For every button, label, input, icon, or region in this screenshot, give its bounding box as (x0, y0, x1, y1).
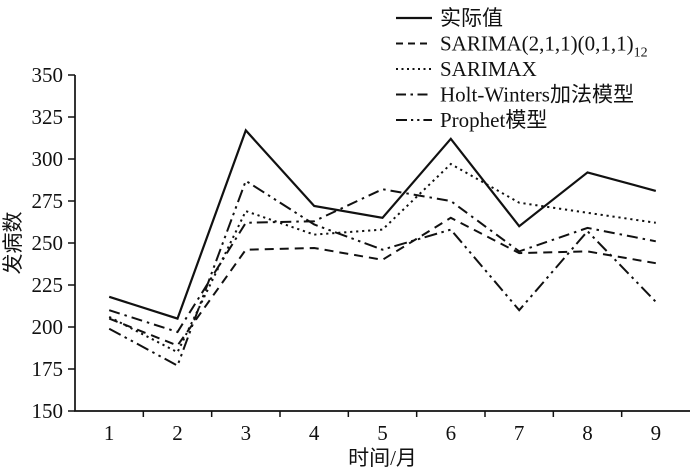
legend-prophet-label: Prophet模型 (440, 108, 547, 132)
legend-actual-label: 实际值 (440, 6, 503, 30)
series-prophet-line (108, 179, 657, 368)
y-tick-label: 250 (32, 231, 64, 255)
x-tick-label: 6 (446, 421, 457, 445)
series-sarimax-line (108, 162, 656, 354)
y-tick-label: 325 (32, 105, 64, 129)
y-axis-title: 发病数 (1, 212, 25, 275)
y-tick-label: 200 (32, 315, 64, 339)
x-tick-label: 2 (172, 421, 183, 445)
y-tick-label: 350 (32, 63, 64, 87)
y-tick-label: 150 (32, 399, 64, 423)
series-holt-winters-line (108, 188, 656, 334)
y-tick-label: 225 (32, 273, 64, 297)
x-tick-label: 9 (651, 421, 662, 445)
legend-holt-winters-label: Holt-Winters加法模型 (440, 83, 634, 107)
x-tick-label: 8 (582, 421, 593, 445)
x-tick-label: 4 (309, 421, 320, 445)
x-tick-label: 5 (377, 421, 388, 445)
x-tick-label: 1 (104, 421, 115, 445)
x-axis-title: 时间/月 (348, 446, 417, 470)
y-tick-label: 275 (32, 189, 64, 213)
y-tick-label: 300 (32, 147, 64, 171)
x-tick-label: 7 (514, 421, 525, 445)
legend-sarimax-label: SARIMAX (440, 57, 537, 81)
y-tick-label: 175 (32, 357, 64, 381)
x-tick-label: 3 (241, 421, 252, 445)
series-actual-line (108, 128, 657, 320)
series-sarima-line (108, 216, 656, 347)
